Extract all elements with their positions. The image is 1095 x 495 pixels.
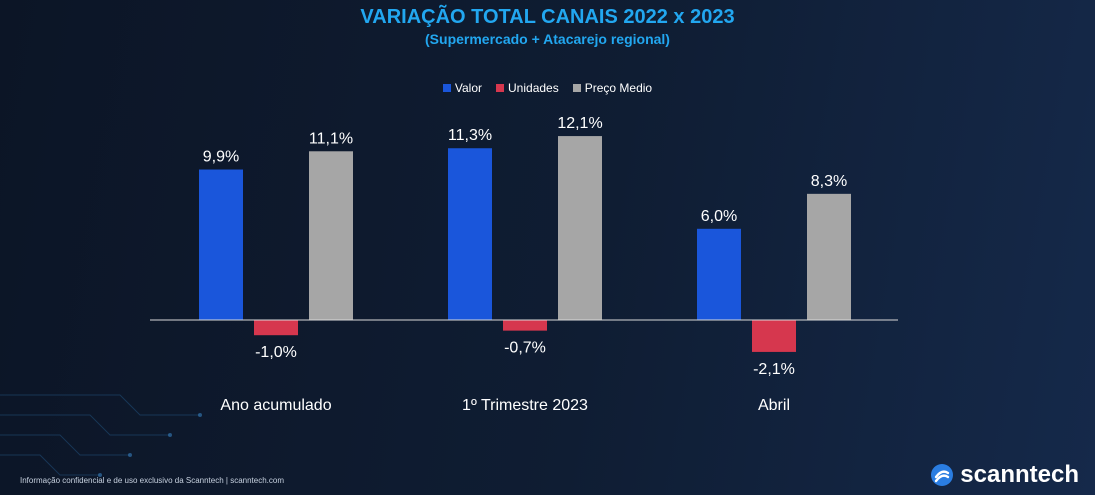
legend-swatch-unidades [496,84,505,92]
legend-swatch-valor [442,84,451,92]
legend-label-preco-medio: Preço Medio [584,81,653,95]
data-label-pre-o-medio-0: 11,1% [309,130,353,147]
legend-item-valor: Valor [442,81,483,95]
data-label-unidades-0: -1,0% [255,344,297,361]
category-label-0: Ano acumulado [220,397,331,414]
brand-name: scanntech [960,461,1079,488]
bar-pre-o-medio-0 [309,151,353,320]
data-label-pre-o-medio-2: 8,3% [811,173,847,190]
legend-swatch-preco-medio [572,84,581,92]
data-label-unidades-1: -0,7% [504,340,546,357]
bar-valor-0 [199,169,243,320]
bar-pre-o-medio-2 [807,193,851,320]
circuit-decoration [0,394,202,477]
data-label-valor-0: 9,9% [203,149,239,166]
bar-unidades-1 [503,320,547,331]
chart-title: VARIAÇÃO TOTAL CANAIS 2022 x 2023 [360,6,735,28]
category-label-1: 1º Trimestre 2023 [462,397,588,414]
data-label-valor-2: 6,0% [701,208,737,225]
legend-label-valor: Valor [454,81,483,95]
bar-unidades-2 [752,320,796,352]
scanntech-logo-icon [931,464,954,486]
category-label-2: Abril [758,397,790,414]
bar-valor-2 [697,228,741,320]
legend-item-preco-medio: Preço Medio [572,81,653,95]
legend-item-unidades: Unidades [496,81,559,95]
data-label-valor-1: 11,3% [448,127,492,144]
data-label-unidades-2: -2,1% [753,361,795,378]
bar-unidades-0 [254,320,298,336]
legend-label-unidades: Unidades [508,81,559,95]
chart-subtitle: (Supermercado + Atacarejo regional) [425,31,670,47]
legend: Valor Unidades Preço Medio [0,81,1095,95]
brand-logo: scanntech [930,461,1079,489]
bar-pre-o-medio-1 [558,136,602,320]
data-label-pre-o-medio-1: 12,1% [557,115,602,132]
bar-valor-1 [448,148,492,320]
footer-text: Informação confidencial e de uso exclusi… [20,476,285,485]
